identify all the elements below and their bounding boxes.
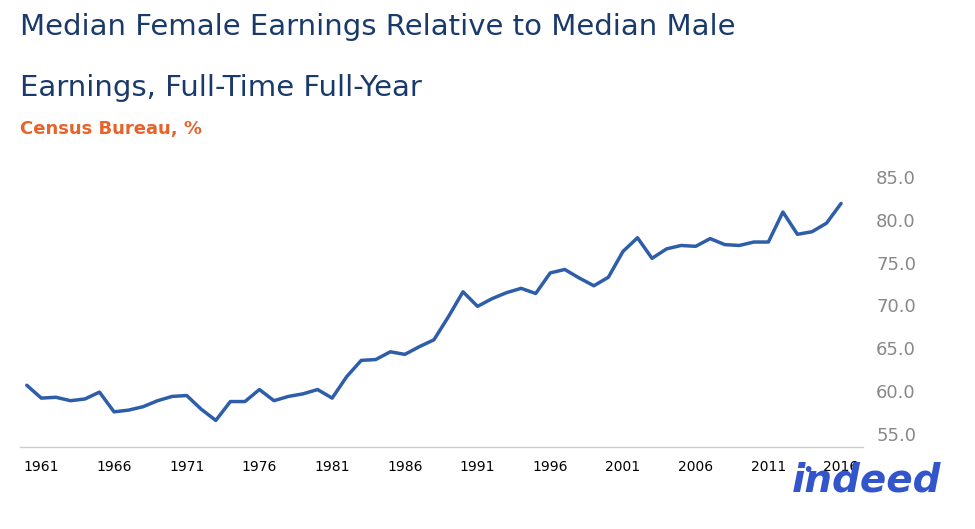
Text: indeed: indeed: [792, 462, 941, 500]
Text: Median Female Earnings Relative to Median Male: Median Female Earnings Relative to Media…: [20, 13, 735, 41]
Text: •: •: [802, 461, 814, 480]
Text: Census Bureau, %: Census Bureau, %: [20, 120, 202, 138]
Text: Earnings, Full-Time Full-Year: Earnings, Full-Time Full-Year: [20, 74, 421, 102]
